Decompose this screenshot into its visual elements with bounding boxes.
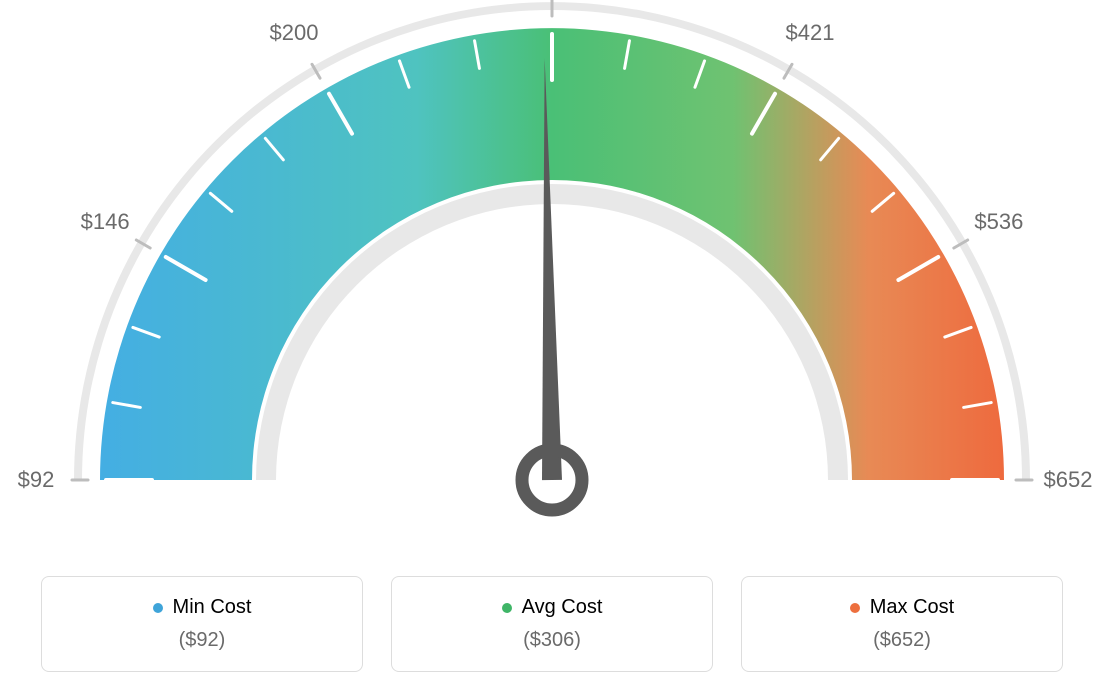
gauge-tick-label: $200	[270, 20, 319, 46]
legend-card-avg: Avg Cost ($306)	[391, 576, 713, 672]
legend-title-avg: Avg Cost	[502, 596, 603, 619]
legend-title-text: Min Cost	[173, 596, 252, 619]
gauge-tick-label: $536	[974, 209, 1023, 235]
legend-title-min: Min Cost	[153, 596, 252, 619]
legend-row: Min Cost ($92) Avg Cost ($306) Max Cost …	[0, 576, 1104, 672]
legend-value-avg: ($306)	[523, 629, 581, 652]
legend-dot-min	[153, 603, 163, 613]
legend-card-max: Max Cost ($652)	[741, 576, 1063, 672]
legend-value-max: ($652)	[873, 629, 931, 652]
gauge-chart: $92$146$200$306$421$536$652	[0, 0, 1104, 560]
legend-card-min: Min Cost ($92)	[41, 576, 363, 672]
legend-dot-max	[850, 603, 860, 613]
gauge-tick-label: $92	[18, 467, 55, 493]
gauge-tick-label: $421	[786, 20, 835, 46]
legend-title-text: Max Cost	[870, 596, 954, 619]
legend-dot-avg	[502, 603, 512, 613]
legend-title-max: Max Cost	[850, 596, 954, 619]
gauge-tick-label: $652	[1044, 467, 1093, 493]
legend-value-min: ($92)	[179, 629, 226, 652]
legend-title-text: Avg Cost	[522, 596, 603, 619]
gauge-svg	[0, 0, 1104, 560]
gauge-tick-label: $146	[81, 209, 130, 235]
